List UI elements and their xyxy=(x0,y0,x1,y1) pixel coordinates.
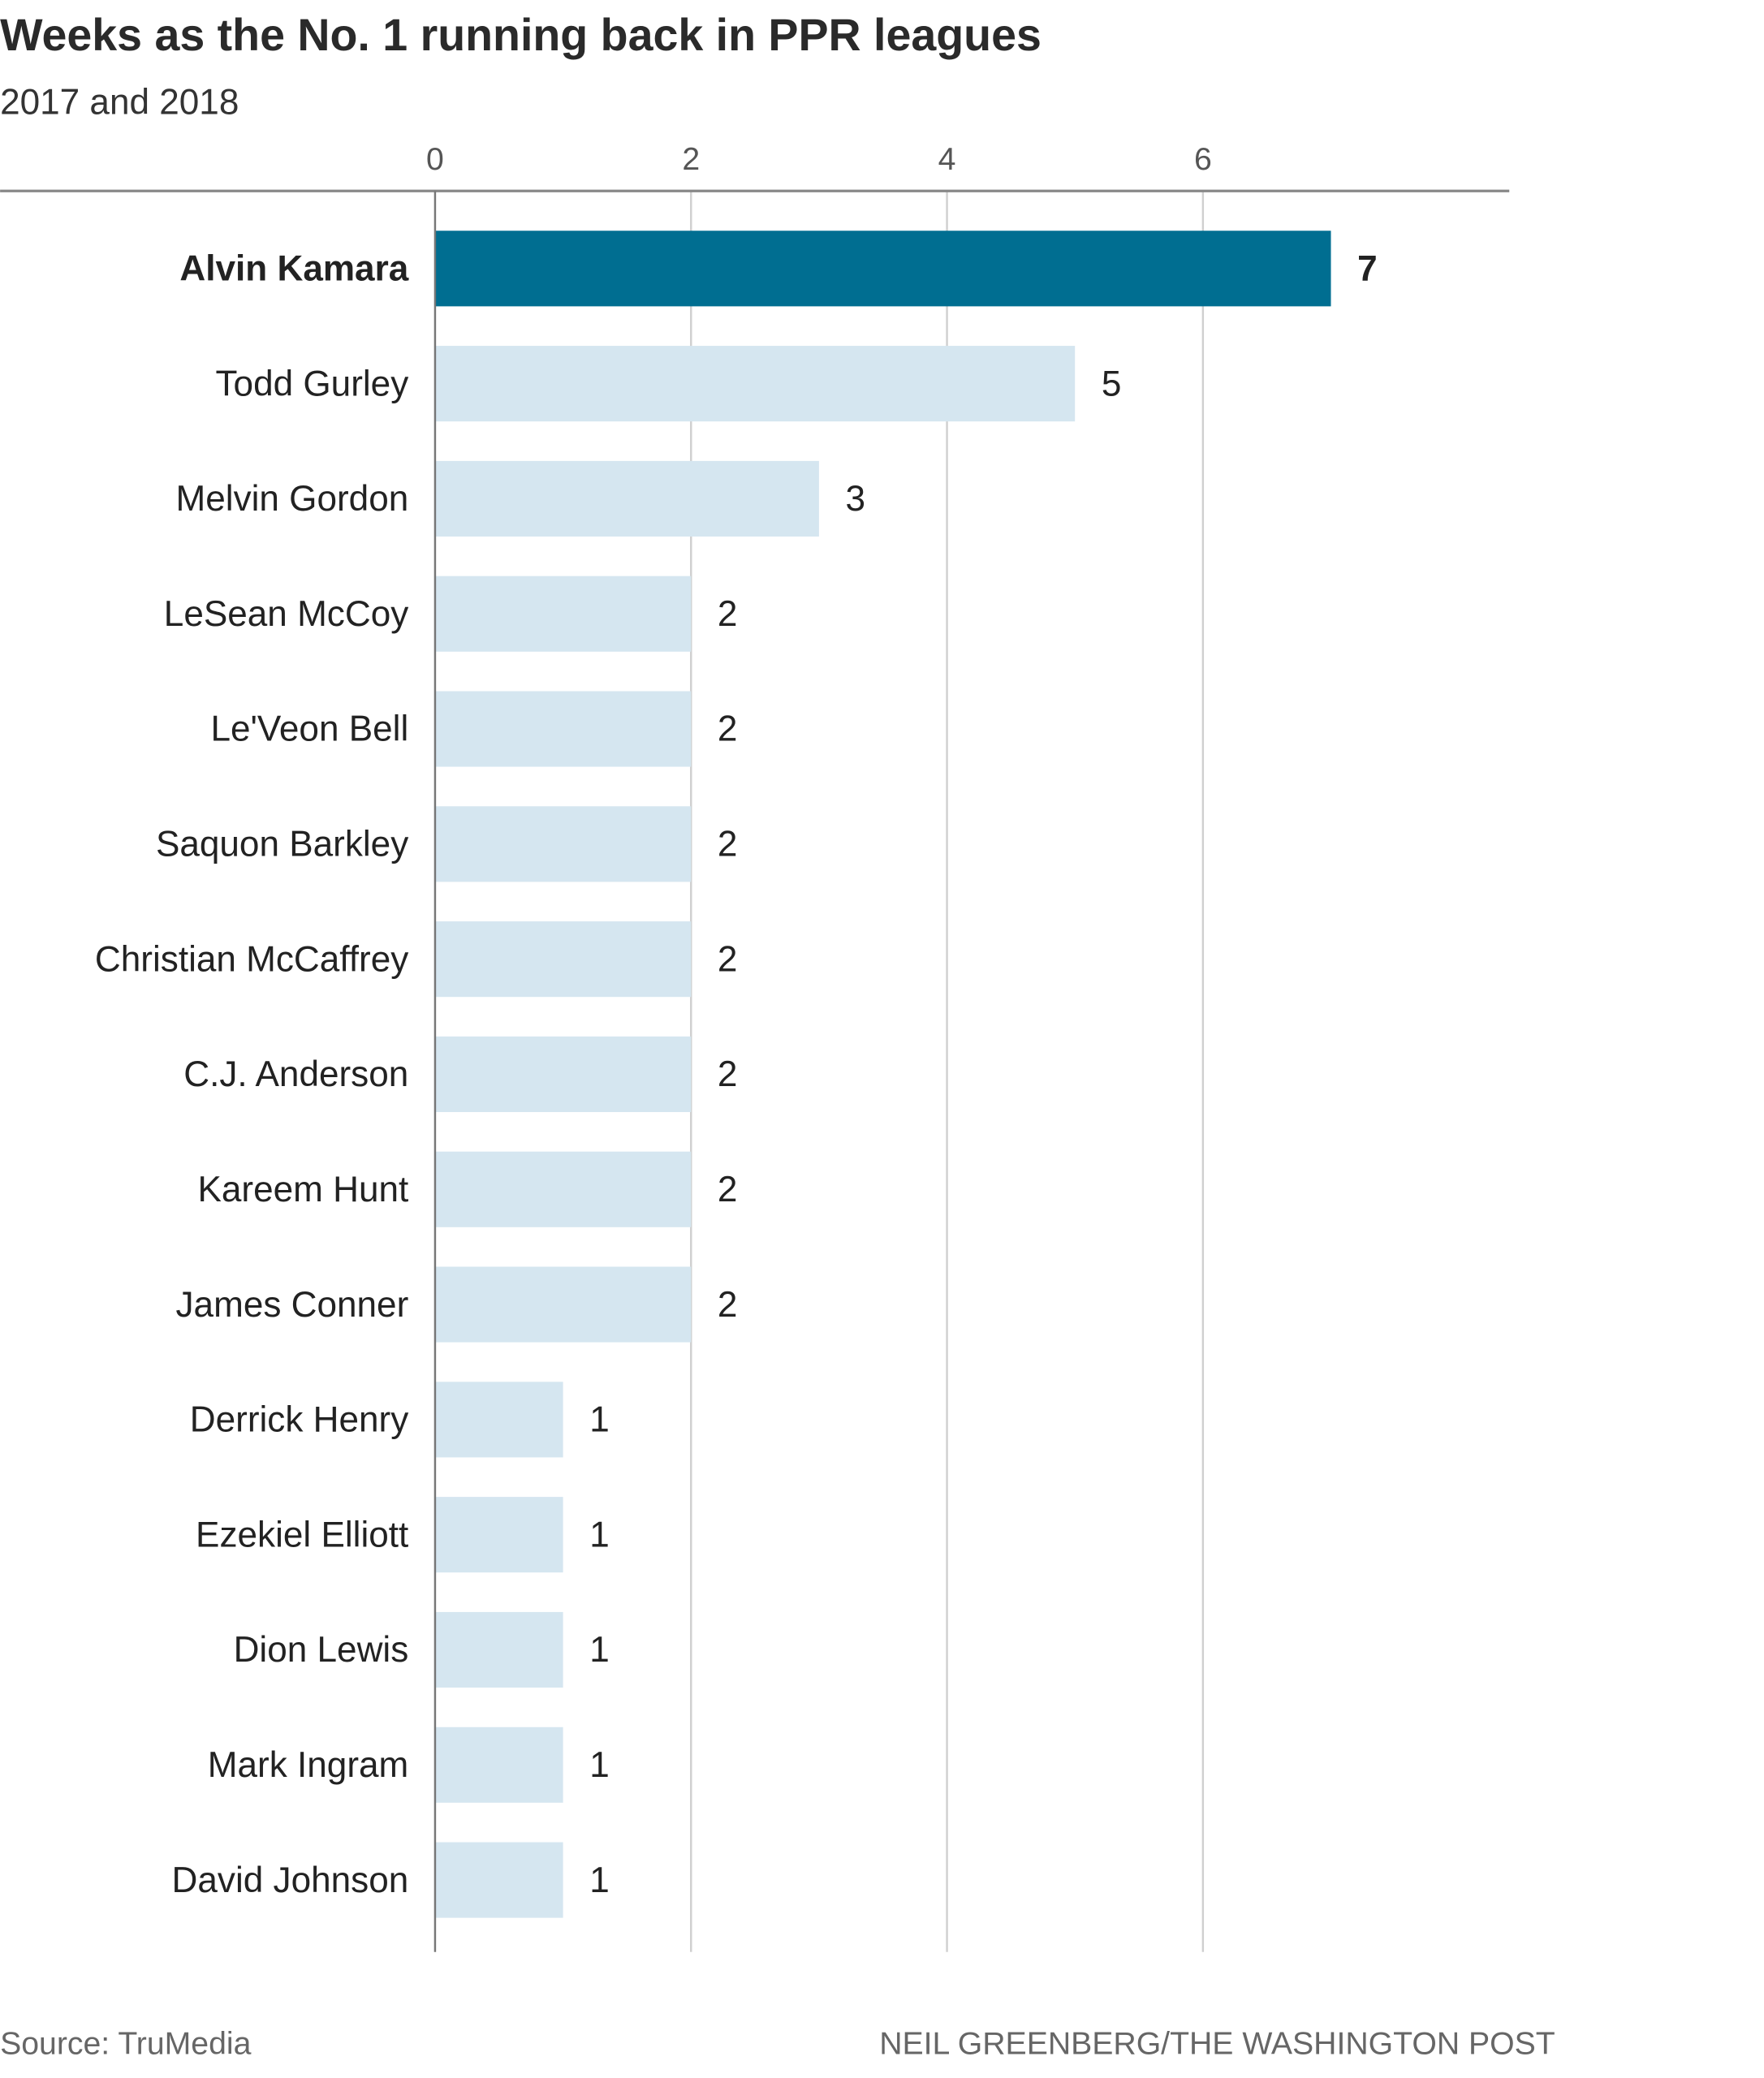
category-label: Todd Gurley xyxy=(216,364,409,403)
bar xyxy=(434,1727,563,1803)
bar xyxy=(434,1382,563,1458)
category-label: C.J. Anderson xyxy=(183,1054,408,1094)
value-label: 2 xyxy=(718,594,738,634)
value-label: 1 xyxy=(589,1630,610,1670)
category-label: LeSean McCoy xyxy=(164,594,408,634)
value-label: 1 xyxy=(589,1745,610,1785)
category-label: Saquon Barkley xyxy=(156,825,408,864)
chart-title: Weeks as the No. 1 running back in PPR l… xyxy=(0,10,1042,60)
category-label: Dion Lewis xyxy=(234,1630,409,1670)
category-label: Mark Ingram xyxy=(208,1745,408,1785)
category-label: Derrick Henry xyxy=(190,1400,409,1440)
category-label: Christian McCaffrey xyxy=(95,939,408,979)
value-label: 1 xyxy=(589,1400,610,1440)
category-label: James Conner xyxy=(176,1285,409,1325)
category-label: Alvin Kamara xyxy=(179,249,408,289)
credit-note: NEIL GREENBERG/THE WASHINGTON POST xyxy=(879,2027,1555,2062)
chart-subtitle: 2017 and 2018 xyxy=(0,82,239,122)
x-tick-label: 6 xyxy=(1194,142,1212,177)
category-label: Kareem Hunt xyxy=(197,1170,408,1209)
x-tick-label: 4 xyxy=(938,142,956,177)
value-label: 1 xyxy=(589,1515,610,1554)
bar xyxy=(434,460,819,537)
bar xyxy=(434,1611,563,1688)
value-label: 3 xyxy=(846,479,866,519)
value-label: 5 xyxy=(1102,364,1122,403)
value-label: 2 xyxy=(718,1054,738,1094)
bars: Alvin Kamara 7 Todd Gurley 5 Melvin Gordon 3 L… xyxy=(95,231,1378,1918)
x-tick-label: 2 xyxy=(682,142,700,177)
bar xyxy=(434,1497,563,1573)
source-note: Source: TruMedia xyxy=(0,2027,251,2062)
category-label: Ezekiel Elliott xyxy=(196,1515,408,1554)
value-label: 1 xyxy=(589,1860,610,1900)
bar xyxy=(434,921,692,998)
bar xyxy=(434,1036,692,1113)
bar xyxy=(434,231,1331,307)
bar xyxy=(434,346,1076,422)
bar xyxy=(434,1842,563,1918)
value-label: 2 xyxy=(718,1170,738,1209)
bar xyxy=(434,806,692,882)
category-label: David Johnson xyxy=(172,1860,409,1900)
value-label: 2 xyxy=(718,825,738,864)
category-label: Le'Veon Bell xyxy=(210,709,408,749)
x-tick-label: 0 xyxy=(426,142,444,177)
bar xyxy=(434,576,692,652)
bar xyxy=(434,1151,692,1227)
value-label: 7 xyxy=(1357,249,1378,289)
bar xyxy=(434,1266,692,1343)
value-label: 2 xyxy=(718,1285,738,1325)
value-label: 2 xyxy=(718,709,738,749)
bar xyxy=(434,691,692,767)
category-label: Melvin Gordon xyxy=(176,479,409,519)
value-label: 2 xyxy=(718,939,738,979)
